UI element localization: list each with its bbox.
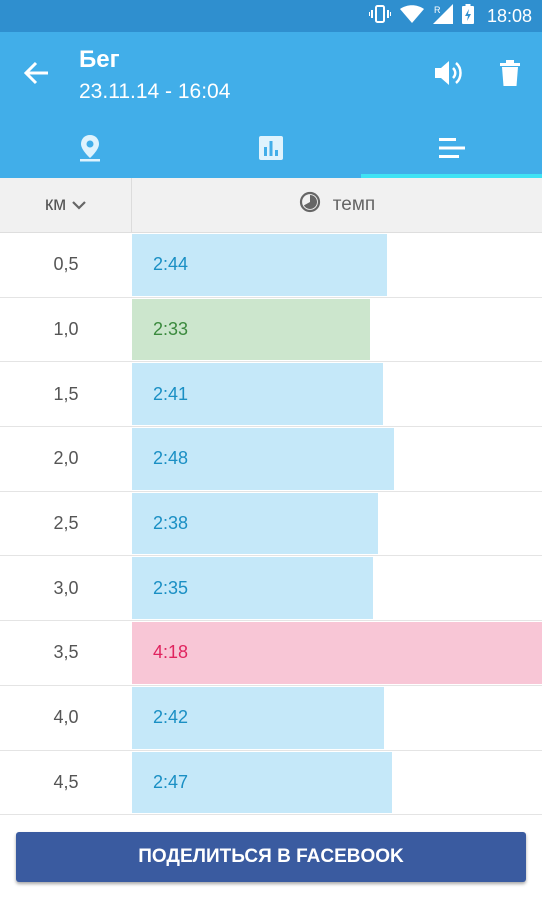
split-pace: 2:42 <box>153 707 189 728</box>
pace-icon <box>299 191 321 219</box>
splits-list-icon <box>438 137 465 164</box>
split-pace: 2:48 <box>153 448 189 469</box>
battery-charging-icon <box>461 3 474 29</box>
split-distance: 4,0 <box>53 707 79 728</box>
split-distance: 1,5 <box>53 383 79 404</box>
pace-bar <box>132 557 373 620</box>
split-row[interactable]: 3,0 2:35 <box>0 556 542 622</box>
km-column-label: км <box>44 194 67 215</box>
footer: ПОДЕЛИТЬСЯ В FACEBOOK <box>0 815 542 900</box>
wifi-icon <box>399 4 424 28</box>
delete-button[interactable] <box>490 54 530 96</box>
tab-bar <box>0 122 542 178</box>
split-distance: 1,0 <box>53 319 79 340</box>
signal-icon: R <box>432 3 453 29</box>
split-distance: 3,0 <box>53 577 79 598</box>
pace-bar <box>132 622 542 684</box>
bar-chart-icon <box>259 135 283 165</box>
split-pace: 2:35 <box>153 577 189 598</box>
arrow-back-icon <box>23 61 50 90</box>
pace-bar <box>132 686 384 749</box>
status-time: 18:08 <box>486 5 532 26</box>
pace-column-label: темп <box>332 194 376 215</box>
split-row[interactable]: 2,0 2:48 <box>0 427 542 492</box>
back-button[interactable] <box>16 54 58 96</box>
volume-icon <box>434 60 464 91</box>
split-distance: 0,5 <box>53 254 79 275</box>
split-pace: 2:44 <box>153 254 189 275</box>
splits-table-header: км темп <box>0 178 542 233</box>
svg-text:R: R <box>434 5 441 15</box>
split-row[interactable]: 2,5 2:38 <box>0 492 542 557</box>
pace-bar <box>132 234 387 296</box>
app-bar: Бег 23.11.14 - 16:04 <box>0 32 542 178</box>
split-pace: 2:47 <box>153 771 189 792</box>
pace-column-header: темп <box>132 178 542 232</box>
split-row[interactable]: 1,5 2:41 <box>0 362 542 428</box>
pace-bar <box>132 363 383 426</box>
status-bar: R 18:08 <box>0 0 542 32</box>
chevron-down-icon <box>72 194 86 216</box>
split-pace: 2:33 <box>153 319 189 340</box>
split-distance: 2,0 <box>53 448 79 469</box>
split-row[interactable]: 4,5 2:47 <box>0 751 542 815</box>
share-facebook-button[interactable]: ПОДЕЛИТЬСЯ В FACEBOOK <box>16 832 526 882</box>
activity-datetime: 23.11.14 - 16:04 <box>79 80 231 103</box>
split-row[interactable]: 1,0 2:33 <box>0 298 542 363</box>
splits-list: 0,5 2:44 1,0 2:33 1,5 2:41 2,0 2:48 2,5 2:38 3,0 2:… <box>0 233 542 815</box>
map-pin-icon <box>79 134 101 167</box>
tab-splits[interactable] <box>361 122 542 178</box>
split-row[interactable]: 4,0 2:42 <box>0 686 542 751</box>
tab-stats[interactable] <box>181 122 362 178</box>
vibrate-icon <box>367 4 392 28</box>
split-row[interactable]: 3,5 4:18 <box>0 621 542 686</box>
split-pace: 2:38 <box>153 513 189 534</box>
pace-bar <box>132 428 394 490</box>
sound-button[interactable] <box>428 54 470 96</box>
split-distance: 2,5 <box>53 513 79 534</box>
pace-bar <box>132 492 378 555</box>
status-icons: R 18:08 <box>367 0 532 32</box>
split-distance: 4,5 <box>53 771 79 792</box>
km-column-header[interactable]: км <box>0 178 132 232</box>
page-title: Бег <box>79 46 120 73</box>
split-distance: 3,5 <box>53 642 79 663</box>
trash-icon <box>500 59 520 91</box>
split-pace: 2:41 <box>153 383 189 404</box>
split-pace: 4:18 <box>153 642 189 663</box>
pace-bar <box>132 298 370 361</box>
pace-bar <box>132 751 392 814</box>
tab-map[interactable] <box>0 122 181 178</box>
split-row[interactable]: 0,5 2:44 <box>0 233 542 298</box>
